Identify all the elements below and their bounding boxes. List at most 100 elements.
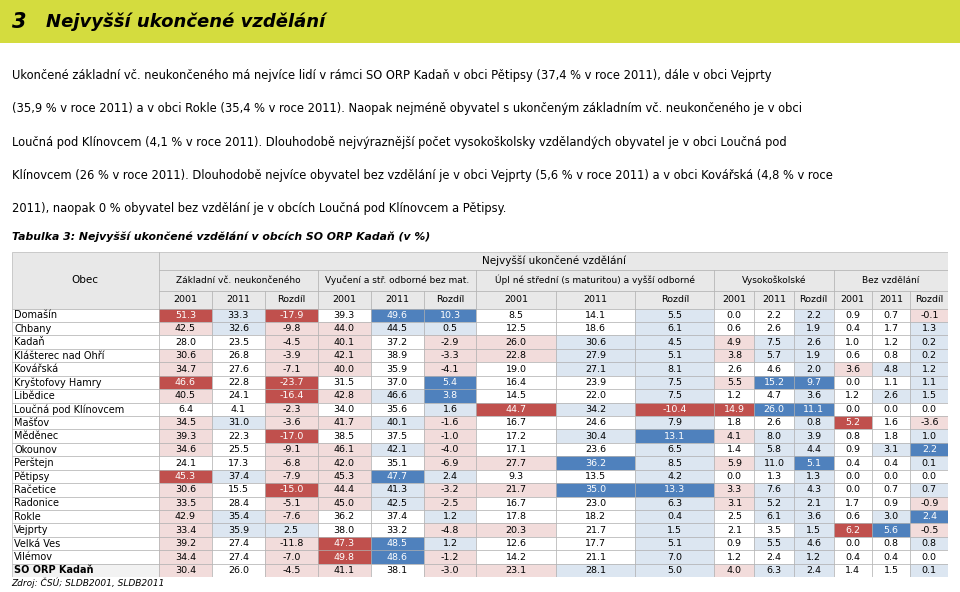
Text: 28.1: 28.1 <box>585 566 606 575</box>
FancyBboxPatch shape <box>371 308 423 322</box>
Text: 49.6: 49.6 <box>387 311 408 320</box>
Text: 17.1: 17.1 <box>506 445 527 454</box>
FancyBboxPatch shape <box>423 429 476 443</box>
FancyBboxPatch shape <box>159 308 212 322</box>
FancyBboxPatch shape <box>476 349 556 362</box>
Text: 5.1: 5.1 <box>806 459 821 468</box>
FancyBboxPatch shape <box>833 470 872 483</box>
Text: 2011: 2011 <box>584 295 608 304</box>
Text: 12.5: 12.5 <box>506 324 527 333</box>
FancyBboxPatch shape <box>265 403 318 416</box>
FancyBboxPatch shape <box>910 456 948 470</box>
Text: 4.1: 4.1 <box>727 432 742 440</box>
Text: 0.0: 0.0 <box>845 539 860 548</box>
Text: 40.0: 40.0 <box>334 365 354 374</box>
FancyBboxPatch shape <box>423 376 476 389</box>
Text: 37.2: 37.2 <box>387 337 408 347</box>
FancyBboxPatch shape <box>318 510 371 523</box>
Text: 35.0: 35.0 <box>585 485 606 494</box>
FancyBboxPatch shape <box>12 429 159 443</box>
Text: Nejvyšší ukončené vzdělání: Nejvyšší ukončené vzdělání <box>46 12 325 31</box>
Text: 1.1: 1.1 <box>883 378 899 387</box>
FancyBboxPatch shape <box>265 470 318 483</box>
Text: 34.4: 34.4 <box>175 552 196 562</box>
FancyBboxPatch shape <box>476 456 556 470</box>
Text: -3.9: -3.9 <box>282 351 300 360</box>
FancyBboxPatch shape <box>423 551 476 564</box>
Text: 1.0: 1.0 <box>845 337 860 347</box>
FancyBboxPatch shape <box>556 376 636 389</box>
Text: 17.8: 17.8 <box>506 512 527 522</box>
Text: 0.4: 0.4 <box>667 512 683 522</box>
FancyBboxPatch shape <box>265 564 318 577</box>
Text: 1.8: 1.8 <box>727 418 742 427</box>
Text: 28.4: 28.4 <box>228 499 249 508</box>
Text: 14.2: 14.2 <box>506 552 527 562</box>
FancyBboxPatch shape <box>794 456 833 470</box>
FancyBboxPatch shape <box>794 349 833 362</box>
Text: Rozdíl: Rozdíl <box>915 295 944 304</box>
FancyBboxPatch shape <box>910 429 948 443</box>
FancyBboxPatch shape <box>212 291 265 308</box>
FancyBboxPatch shape <box>556 308 636 322</box>
Text: -5.1: -5.1 <box>282 499 300 508</box>
Text: Okounov: Okounov <box>14 445 58 455</box>
FancyBboxPatch shape <box>755 389 794 403</box>
FancyBboxPatch shape <box>833 497 872 510</box>
FancyBboxPatch shape <box>371 551 423 564</box>
Text: 42.1: 42.1 <box>387 445 408 454</box>
FancyBboxPatch shape <box>556 291 636 308</box>
FancyBboxPatch shape <box>476 336 556 349</box>
FancyBboxPatch shape <box>371 497 423 510</box>
FancyBboxPatch shape <box>318 291 371 308</box>
Text: -4.0: -4.0 <box>441 445 459 454</box>
Text: 30.6: 30.6 <box>175 351 196 360</box>
Text: Zdroj: ČSÚ; SLDB2001, SLDB2011: Zdroj: ČSÚ; SLDB2001, SLDB2011 <box>12 578 165 588</box>
FancyBboxPatch shape <box>12 376 159 389</box>
FancyBboxPatch shape <box>556 349 636 362</box>
Text: 2001: 2001 <box>174 295 198 304</box>
Text: 6.3: 6.3 <box>766 566 781 575</box>
Text: 6.4: 6.4 <box>178 405 193 414</box>
FancyBboxPatch shape <box>12 483 159 497</box>
FancyBboxPatch shape <box>714 403 755 416</box>
FancyBboxPatch shape <box>636 497 714 510</box>
Text: 16.7: 16.7 <box>506 418 527 427</box>
Text: 5.2: 5.2 <box>766 499 781 508</box>
Text: -1.6: -1.6 <box>441 418 459 427</box>
FancyBboxPatch shape <box>794 362 833 376</box>
Text: 24.1: 24.1 <box>228 391 249 400</box>
Text: 0.9: 0.9 <box>883 499 899 508</box>
FancyBboxPatch shape <box>755 523 794 537</box>
Text: 3.1: 3.1 <box>727 499 742 508</box>
FancyBboxPatch shape <box>371 349 423 362</box>
FancyBboxPatch shape <box>371 523 423 537</box>
Text: 2.6: 2.6 <box>766 418 781 427</box>
Text: 11.1: 11.1 <box>804 405 825 414</box>
FancyBboxPatch shape <box>159 403 212 416</box>
FancyBboxPatch shape <box>556 497 636 510</box>
Text: 6.1: 6.1 <box>766 512 781 522</box>
Text: 1.2: 1.2 <box>806 552 821 562</box>
Text: 2001: 2001 <box>722 295 746 304</box>
FancyBboxPatch shape <box>265 510 318 523</box>
Text: 38.9: 38.9 <box>387 351 408 360</box>
FancyBboxPatch shape <box>833 349 872 362</box>
FancyBboxPatch shape <box>212 308 265 322</box>
Text: 1.4: 1.4 <box>727 445 742 454</box>
FancyBboxPatch shape <box>910 322 948 336</box>
Text: -0.9: -0.9 <box>920 499 939 508</box>
FancyBboxPatch shape <box>872 551 910 564</box>
FancyBboxPatch shape <box>872 564 910 577</box>
FancyBboxPatch shape <box>423 389 476 403</box>
Text: Základní vč. neukončeného: Základní vč. neukončeného <box>176 276 300 285</box>
FancyBboxPatch shape <box>159 336 212 349</box>
FancyBboxPatch shape <box>636 336 714 349</box>
Text: Vysokoškolské: Vysokoškolské <box>742 275 806 285</box>
FancyBboxPatch shape <box>212 564 265 577</box>
Text: 42.0: 42.0 <box>334 459 354 468</box>
FancyBboxPatch shape <box>714 416 755 429</box>
Text: -9.8: -9.8 <box>282 324 300 333</box>
Text: 1.5: 1.5 <box>667 526 683 535</box>
FancyBboxPatch shape <box>794 416 833 429</box>
